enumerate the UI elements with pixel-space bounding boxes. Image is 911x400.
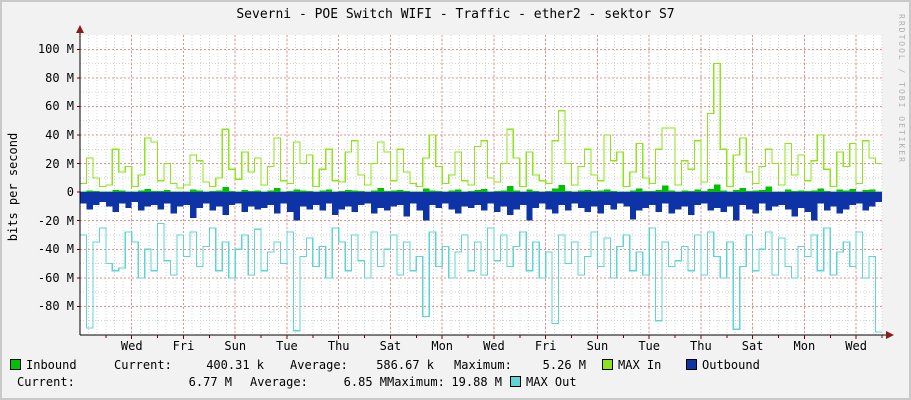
legend-swatch-icon <box>10 359 21 370</box>
legend-label: Current: <box>17 375 75 389</box>
legend-text: Average: <box>290 358 348 372</box>
series-max_in <box>80 63 882 189</box>
x-axis-tick-label: Mon <box>793 339 816 353</box>
legend-text: 6.85 M <box>287 375 387 389</box>
legend-text: 19.88 M <box>402 375 502 389</box>
legend-label: Inbound <box>26 358 77 372</box>
y-axis-tick-label: 20 M <box>45 156 74 171</box>
x-axis-tick-label: Wed <box>483 339 505 353</box>
legend-item: Inbound <box>10 358 77 372</box>
x-axis-tick-label: Mon <box>431 339 454 353</box>
legend-label: 5.26 M <box>542 358 586 372</box>
legend-label: MAX Out <box>526 375 577 389</box>
x-axis-tick-label: Fri <box>172 339 195 353</box>
legend-text: Maximum: <box>454 358 512 372</box>
plot-area <box>80 35 882 335</box>
legend-label: 586.67 k <box>376 358 434 372</box>
legend-label: Current: <box>114 358 172 372</box>
legend-swatch-icon <box>602 359 613 370</box>
legend-label: 6.77 M <box>188 375 232 389</box>
legend-swatch-icon <box>510 376 521 387</box>
x-axis-tick-label: Wed <box>120 339 143 353</box>
x-axis-tick-label: Sun <box>224 339 247 353</box>
legend-item: MAX In <box>602 358 661 372</box>
series-inbound <box>80 184 882 193</box>
legend-text: Average: <box>250 375 308 389</box>
x-axis-arrow-icon <box>886 331 894 339</box>
legend-text: 5.26 M <box>486 358 586 372</box>
legend-label: MAX In <box>618 358 662 372</box>
y-axis-tick-label: -60 M <box>37 270 74 285</box>
x-axis-tick-label: Sun <box>586 339 609 353</box>
x-axis-tick-label: Thu <box>690 339 712 353</box>
x-axis-tick-label: Thu <box>327 339 350 353</box>
legend-item: Outbound <box>686 358 760 372</box>
legend-text: 586.67 k <box>334 358 434 372</box>
x-axis-tick-label: Sat <box>379 339 402 353</box>
legend-label: 6.85 M <box>343 375 387 389</box>
legend-label: 19.88 M <box>451 375 502 389</box>
y-axis-tick-label: -80 M <box>37 299 74 314</box>
legend-swatch-icon <box>686 359 697 370</box>
y-axis-tick-label: -20 M <box>37 213 74 228</box>
legend-label: Average: <box>290 358 348 372</box>
x-axis-tick-label: Tue <box>276 339 298 353</box>
y-axis-tick-label: 0 <box>66 185 74 200</box>
y-axis-tick-label: 60 M <box>45 99 74 114</box>
legend-item: MAX Out <box>510 375 577 389</box>
y-axis-tick-label: -40 M <box>37 242 74 257</box>
legend-text: Current: <box>17 375 75 389</box>
series-max_out <box>80 223 882 333</box>
legend-label: Maximum: <box>387 375 445 389</box>
graph-title: Severni - POE Switch WIFI - Traffic - et… <box>236 7 675 22</box>
x-axis-tick-label: Tue <box>638 339 660 353</box>
rrdtool-watermark: RRDTOOL / TOBI OETIKER <box>897 14 906 164</box>
legend-text: Maximum: <box>387 375 445 389</box>
x-axis-tick-label: Wed <box>845 339 867 353</box>
y-axis-tick-label: 40 M <box>45 128 74 142</box>
y-axis-arrow-icon <box>76 25 84 33</box>
x-axis-tick-label: Sat <box>741 339 764 353</box>
legend-label: Maximum: <box>454 358 512 372</box>
x-axis-tick-label: Fri <box>534 339 557 353</box>
y-axis-tick-label: 100 M <box>37 42 74 57</box>
legend-text: 6.77 M <box>132 375 232 389</box>
legend-label: 400.31 k <box>206 358 264 372</box>
legend-label: Average: <box>250 375 308 389</box>
series-outbound <box>80 192 882 221</box>
y-axis-tick-label: 80 M <box>45 70 74 85</box>
legend-text: Current: <box>114 358 172 372</box>
legend-text: 400.31 k <box>164 358 264 372</box>
legend-label: Outbound <box>702 358 760 372</box>
